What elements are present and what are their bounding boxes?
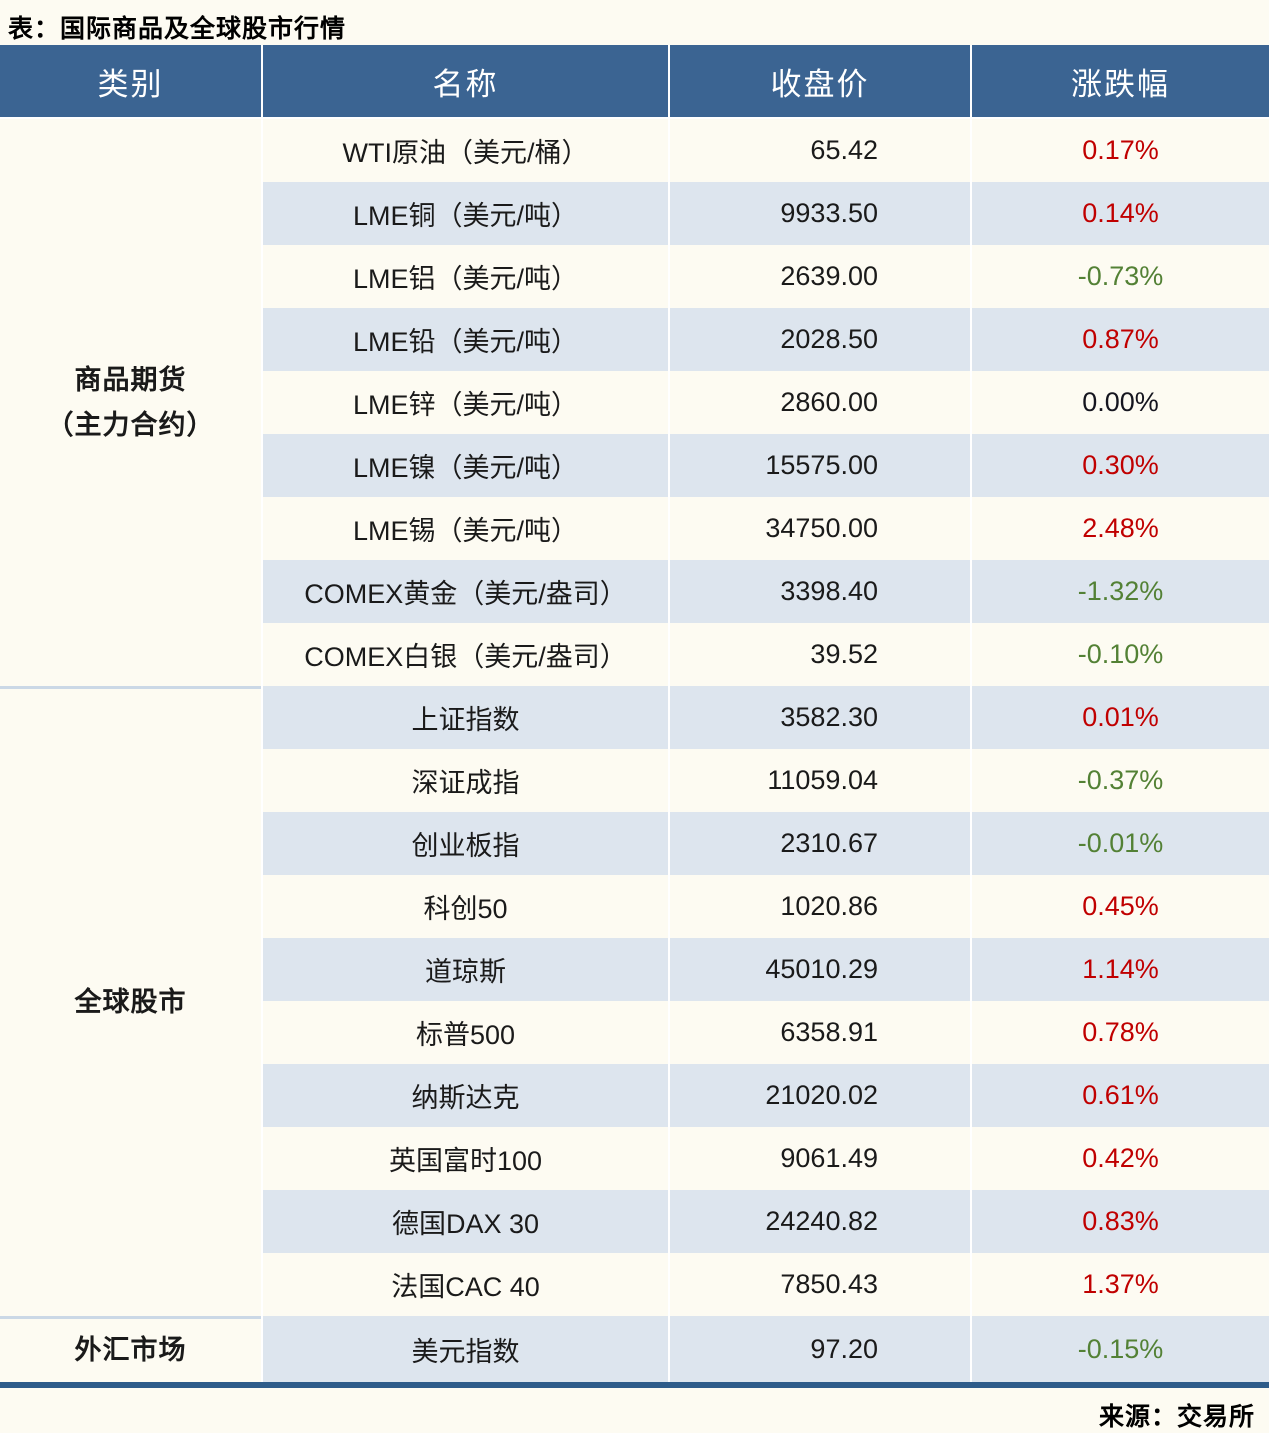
change-cell: 0.83% xyxy=(970,1190,1269,1253)
close-cell: 65.42 xyxy=(668,119,970,182)
close-cell: 2310.67 xyxy=(668,812,970,875)
change-cell: 0.01% xyxy=(970,686,1269,749)
name-cell: 法国CAC 40 xyxy=(261,1253,668,1316)
name-cell: 标普500 xyxy=(261,1001,668,1064)
close-cell: 15575.00 xyxy=(668,434,970,497)
table-row: COMEX黄金（美元/盎司） 3398.40 -1.32% xyxy=(0,560,1269,623)
name-cell: 科创50 xyxy=(261,875,668,938)
change-cell: -0.37% xyxy=(970,749,1269,812)
category-cell: 外汇市场 xyxy=(0,1316,261,1382)
change-cell: -0.10% xyxy=(970,623,1269,686)
change-cell: 0.87% xyxy=(970,308,1269,371)
table-row: LME铅（美元/吨） 2028.50 0.87% xyxy=(0,308,1269,371)
change-cell: -0.73% xyxy=(970,245,1269,308)
category-cell: 全球股市 xyxy=(0,686,261,1316)
table-row: 道琼斯 45010.29 1.14% xyxy=(0,938,1269,1001)
page-title: 表：国际商品及全球股市行情 xyxy=(8,15,347,43)
change-cell: 2.48% xyxy=(970,497,1269,560)
category-cell: 商品期货 （主力合约） xyxy=(46,364,215,440)
change-cell: 0.61% xyxy=(970,1064,1269,1127)
table-row: LME锡（美元/吨） 34750.00 2.48% xyxy=(0,497,1269,560)
change-cell: 0.45% xyxy=(970,875,1269,938)
name-cell: WTI原油（美元/桶） xyxy=(261,119,668,182)
header-cell-close: 收盘价 xyxy=(668,45,970,119)
change-cell: 1.14% xyxy=(970,938,1269,1001)
name-cell: 德国DAX 30 xyxy=(261,1190,668,1253)
name-cell: 上证指数 xyxy=(261,686,668,749)
name-cell: LME锡（美元/吨） xyxy=(261,497,668,560)
close-cell: 2860.00 xyxy=(668,371,970,434)
table-row: 全球股市 上证指数 3582.30 0.01% xyxy=(0,686,1269,1017)
table-row: 纳斯达克 21020.02 0.61% xyxy=(0,1064,1269,1127)
change-cell: 0.78% xyxy=(970,1001,1269,1064)
name-cell: 创业板指 xyxy=(261,812,668,875)
table-row: 科创50 1020.86 0.45% xyxy=(0,875,1269,938)
header-cell-change: 涨跌幅 xyxy=(970,45,1269,119)
table-row: LME铝（美元/吨） 2639.00 -0.73% xyxy=(0,245,1269,308)
name-cell: COMEX黄金（美元/盎司） xyxy=(261,560,668,623)
page: 表：国际商品及全球股市行情 类别 名称 收盘价 涨跌幅 商品期货 （主力合约） W… xyxy=(0,15,1269,1431)
close-cell: 2639.00 xyxy=(668,245,970,308)
header-row: 类别 名称 收盘价 涨跌幅 xyxy=(0,45,1269,119)
name-cell: 深证成指 xyxy=(261,749,668,812)
close-cell: 11059.04 xyxy=(668,749,970,812)
table-row: 深证成指 11059.04 -0.37% xyxy=(0,749,1269,812)
source-note: 来源：交易所 xyxy=(1098,1403,1255,1431)
header-cell-category: 类别 xyxy=(0,45,261,119)
change-cell: 0.30% xyxy=(970,434,1269,497)
table-row: LME镍（美元/吨） 15575.00 0.30% xyxy=(0,434,1269,497)
close-cell: 97.20 xyxy=(668,1316,970,1382)
close-cell: 9933.50 xyxy=(668,182,970,245)
close-cell: 1020.86 xyxy=(668,875,970,938)
name-cell: 纳斯达克 xyxy=(261,1064,668,1127)
change-cell: -0.15% xyxy=(970,1316,1269,1382)
close-cell: 6358.91 xyxy=(668,1001,970,1064)
name-cell: 美元指数 xyxy=(261,1316,668,1382)
name-cell: LME铜（美元/吨） xyxy=(261,182,668,245)
close-cell: 7850.43 xyxy=(668,1253,970,1316)
name-cell: 英国富时100 xyxy=(261,1127,668,1190)
close-cell: 39.52 xyxy=(668,623,970,686)
name-cell: 道琼斯 xyxy=(261,938,668,1001)
change-cell: 0.42% xyxy=(970,1127,1269,1190)
close-cell: 45010.29 xyxy=(668,938,970,1001)
header-cell-name: 名称 xyxy=(261,45,668,119)
change-cell: 0.17% xyxy=(970,119,1269,182)
close-cell: 34750.00 xyxy=(668,497,970,560)
table-row: 商品期货 （主力合约） WTI原油（美元/桶） 65.42 0.17% xyxy=(0,119,1269,440)
table-row: LME锌（美元/吨） 2860.00 0.00% xyxy=(0,371,1269,434)
change-cell: 0.14% xyxy=(970,182,1269,245)
change-cell: 0.00% xyxy=(970,371,1269,434)
change-cell: 1.37% xyxy=(970,1253,1269,1316)
close-cell: 24240.82 xyxy=(668,1190,970,1253)
close-cell: 2028.50 xyxy=(668,308,970,371)
change-cell: -0.01% xyxy=(970,812,1269,875)
name-cell: LME铅（美元/吨） xyxy=(261,308,668,371)
table-row: 德国DAX 30 24240.82 0.83% xyxy=(0,1190,1269,1253)
close-cell: 3582.30 xyxy=(668,686,970,749)
table-row: LME铜（美元/吨） 9933.50 0.14% xyxy=(0,182,1269,245)
name-cell: COMEX白银（美元/盎司） xyxy=(261,623,668,686)
name-cell: LME铝（美元/吨） xyxy=(261,245,668,308)
change-cell: -1.32% xyxy=(970,560,1269,623)
name-cell: LME锌（美元/吨） xyxy=(261,371,668,434)
table-row: 创业板指 2310.67 -0.01% xyxy=(0,812,1269,875)
table-row: COMEX白银（美元/盎司） 39.52 -0.10% xyxy=(0,623,1269,686)
table-row: 标普500 6358.91 0.78% xyxy=(0,1001,1269,1064)
close-cell: 3398.40 xyxy=(668,560,970,623)
close-cell: 9061.49 xyxy=(668,1127,970,1190)
table-row: 外汇市场 美元指数 97.20 -0.15% xyxy=(0,1316,1269,1382)
name-cell: LME镍（美元/吨） xyxy=(261,434,668,497)
table-row: 英国富时100 9061.49 0.42% xyxy=(0,1127,1269,1190)
market-table: 类别 名称 收盘价 涨跌幅 商品期货 （主力合约） WTI原油（美元/桶） 65.4… xyxy=(0,45,1269,1388)
table-row: 法国CAC 40 7850.43 1.37% xyxy=(0,1253,1269,1316)
close-cell: 21020.02 xyxy=(668,1064,970,1127)
